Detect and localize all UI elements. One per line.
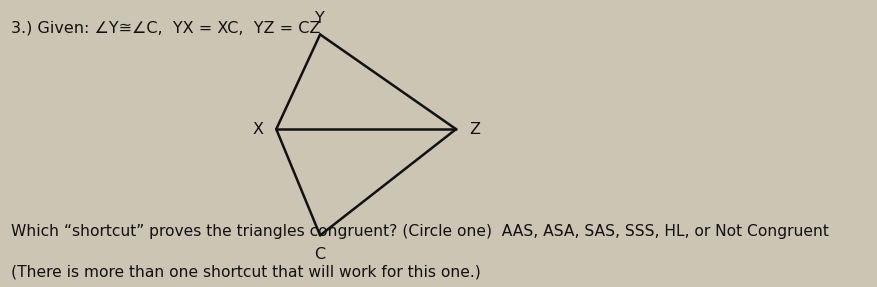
Text: Z: Z	[469, 122, 481, 137]
Text: C: C	[315, 247, 325, 262]
Text: 3.) Given: ∠Y≅∠C,  YX = XC,  YZ = CZ: 3.) Given: ∠Y≅∠C, YX = XC, YZ = CZ	[11, 20, 320, 35]
Text: X: X	[252, 122, 263, 137]
Text: (There is more than one shortcut that will work for this one.): (There is more than one shortcut that wi…	[11, 264, 481, 279]
Text: Y: Y	[315, 11, 325, 26]
Text: Which “shortcut” proves the triangles congruent? (Circle one)  AAS, ASA, SAS, SS: Which “shortcut” proves the triangles co…	[11, 224, 829, 239]
